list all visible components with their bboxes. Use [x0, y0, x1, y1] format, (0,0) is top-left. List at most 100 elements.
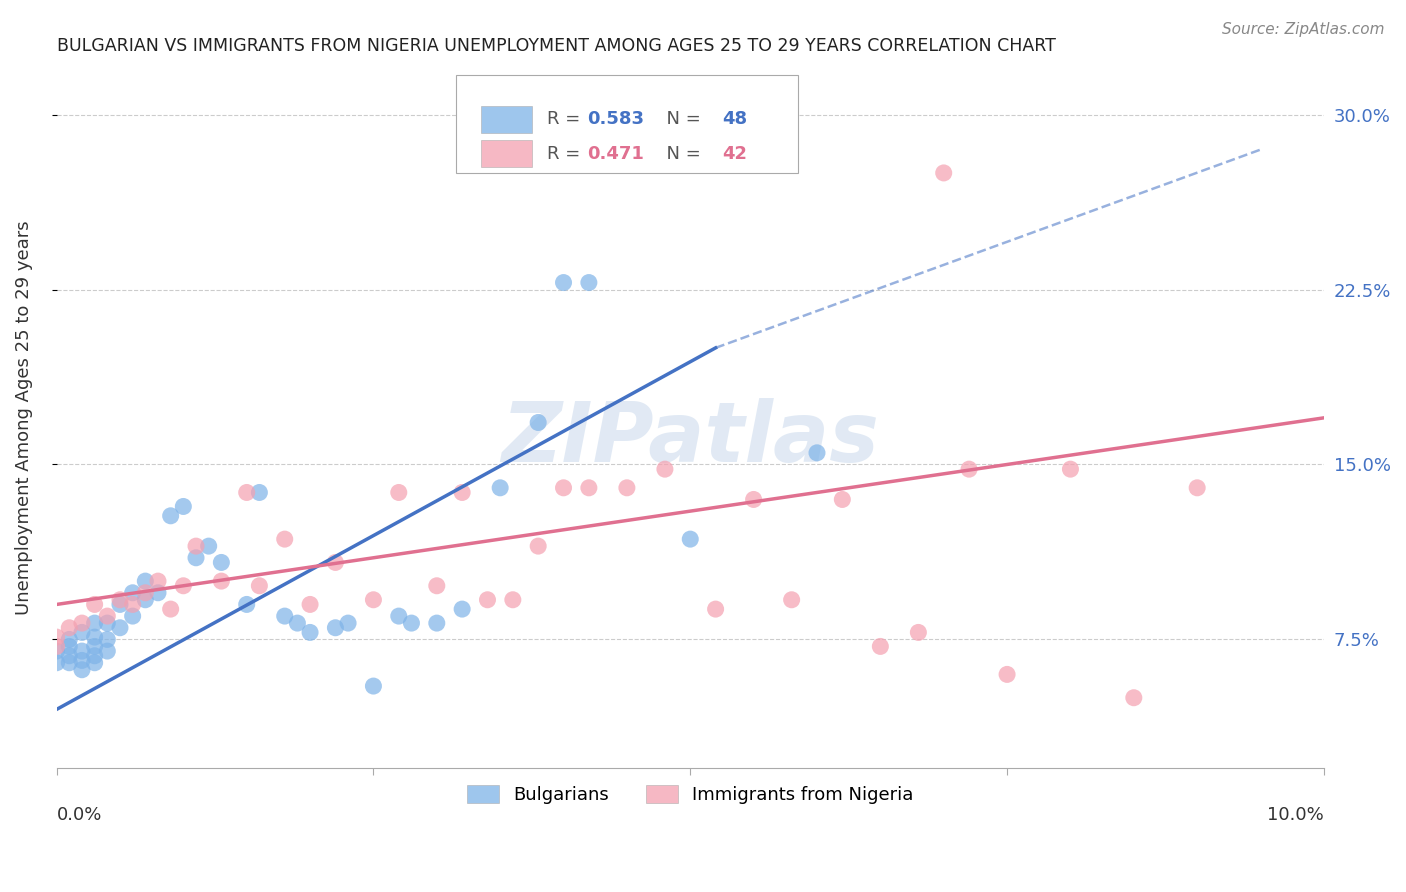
Point	[58, 621, 80, 635]
Point	[704, 602, 727, 616]
Point	[654, 462, 676, 476]
Point	[58, 656, 80, 670]
Point	[159, 508, 181, 523]
Point	[1122, 690, 1144, 705]
Point	[907, 625, 929, 640]
Text: 48: 48	[721, 111, 747, 128]
Text: 42: 42	[721, 145, 747, 162]
Point	[831, 492, 853, 507]
Point	[325, 621, 347, 635]
Point	[134, 574, 156, 588]
Point	[121, 598, 143, 612]
Text: 0.0%: 0.0%	[56, 806, 103, 824]
Point	[957, 462, 980, 476]
Point	[995, 667, 1018, 681]
Point	[146, 574, 169, 588]
Point	[96, 609, 118, 624]
Point	[502, 592, 524, 607]
Text: BULGARIAN VS IMMIGRANTS FROM NIGERIA UNEMPLOYMENT AMONG AGES 25 TO 29 YEARS CORR: BULGARIAN VS IMMIGRANTS FROM NIGERIA UNE…	[56, 37, 1056, 55]
Point	[477, 592, 499, 607]
Point	[869, 640, 891, 654]
Point	[45, 656, 67, 670]
Point	[83, 640, 105, 654]
Point	[209, 574, 232, 588]
Point	[108, 621, 131, 635]
Text: N =: N =	[655, 111, 706, 128]
Point	[96, 632, 118, 647]
Point	[58, 640, 80, 654]
Point	[780, 592, 803, 607]
Point	[45, 630, 67, 644]
Point	[806, 446, 828, 460]
Point	[172, 579, 194, 593]
Point	[679, 532, 702, 546]
Point	[274, 609, 297, 624]
Point	[159, 602, 181, 616]
Point	[197, 539, 219, 553]
Text: ZIPatlas: ZIPatlas	[502, 399, 879, 479]
Point	[527, 539, 550, 553]
FancyBboxPatch shape	[481, 140, 531, 167]
Point	[451, 485, 474, 500]
Point	[83, 630, 105, 644]
Point	[184, 539, 207, 553]
Point	[932, 166, 955, 180]
Point	[58, 648, 80, 663]
Point	[388, 609, 411, 624]
Point	[616, 481, 638, 495]
Text: 0.583: 0.583	[588, 111, 644, 128]
Point	[553, 481, 575, 495]
Point	[184, 550, 207, 565]
Point	[209, 556, 232, 570]
Point	[96, 616, 118, 631]
Point	[247, 579, 270, 593]
Point	[146, 586, 169, 600]
Point	[83, 648, 105, 663]
Point	[363, 679, 385, 693]
Point	[451, 602, 474, 616]
Point	[70, 644, 93, 658]
Point	[83, 656, 105, 670]
Point	[401, 616, 423, 631]
Point	[363, 592, 385, 607]
Point	[108, 592, 131, 607]
FancyBboxPatch shape	[481, 106, 531, 133]
Point	[121, 586, 143, 600]
Point	[489, 481, 512, 495]
Point	[426, 616, 449, 631]
Point	[172, 500, 194, 514]
Text: Source: ZipAtlas.com: Source: ZipAtlas.com	[1222, 22, 1385, 37]
Point	[337, 616, 360, 631]
Point	[1185, 481, 1208, 495]
Point	[70, 616, 93, 631]
Point	[134, 586, 156, 600]
Point	[287, 616, 309, 631]
Point	[299, 625, 322, 640]
Text: 10.0%: 10.0%	[1267, 806, 1324, 824]
Text: 0.471: 0.471	[588, 145, 644, 162]
FancyBboxPatch shape	[456, 75, 799, 173]
Point	[45, 640, 67, 654]
Point	[527, 416, 550, 430]
Point	[58, 632, 80, 647]
Point	[553, 276, 575, 290]
Point	[45, 644, 67, 658]
Point	[134, 592, 156, 607]
Point	[325, 556, 347, 570]
Point	[299, 598, 322, 612]
Point	[388, 485, 411, 500]
Point	[83, 598, 105, 612]
Text: R =: R =	[547, 111, 586, 128]
Point	[426, 579, 449, 593]
Point	[578, 276, 600, 290]
Point	[70, 663, 93, 677]
Legend: Bulgarians, Immigrants from Nigeria: Bulgarians, Immigrants from Nigeria	[460, 777, 921, 811]
Point	[247, 485, 270, 500]
Point	[83, 616, 105, 631]
Text: R =: R =	[547, 145, 586, 162]
Point	[235, 485, 257, 500]
Point	[70, 625, 93, 640]
Point	[274, 532, 297, 546]
Point	[121, 609, 143, 624]
Point	[235, 598, 257, 612]
